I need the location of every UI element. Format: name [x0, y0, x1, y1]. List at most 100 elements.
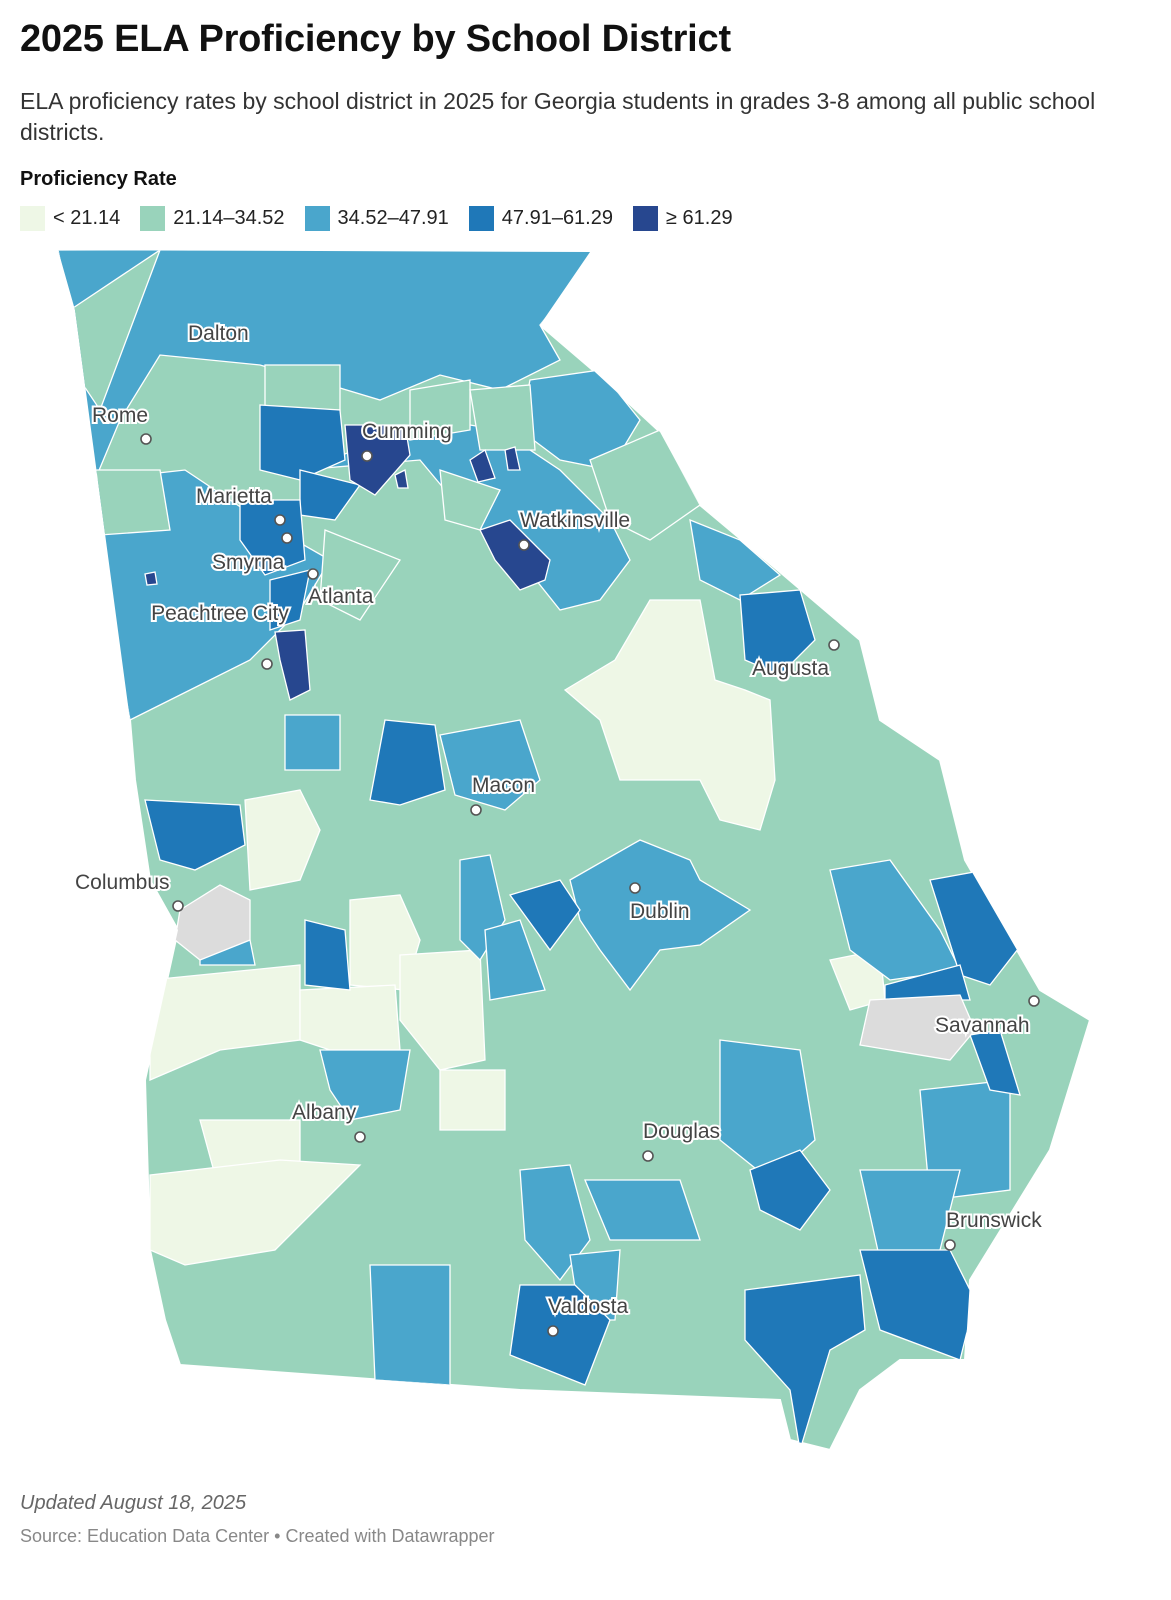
city-marker-douglas: Douglas: [641, 1118, 722, 1162]
city-label: Dalton: [188, 322, 249, 345]
district-region: [969, 1029, 1021, 1096]
legend-title: Proficiency Rate: [20, 168, 177, 190]
georgia-district-map: Dalton Rome Cumming Marietta Watkinsvill…: [56, 248, 1092, 1452]
city-dot: [547, 1325, 559, 1337]
district-region: [563, 599, 776, 831]
city-dot: [642, 1150, 654, 1162]
district-region: [584, 1179, 701, 1241]
legend-item: ≥ 61.29: [633, 206, 733, 231]
city-marker-cumming: Cumming: [360, 418, 454, 462]
legend-swatch: [140, 206, 166, 231]
district-region: [269, 569, 311, 631]
chart-title: 2025 ELA Proficiency by School District: [20, 18, 731, 60]
district-region: [399, 949, 486, 1071]
district-region: [394, 469, 409, 489]
no-data-region: [859, 994, 976, 1061]
district-region: [409, 379, 471, 441]
district-region: [144, 799, 246, 871]
district-region: [744, 1274, 866, 1450]
district-region: [884, 964, 971, 1001]
district-region: [94, 469, 171, 536]
city-marker-watkinsville: Watkinsville: [518, 507, 632, 551]
city-label: Marietta: [196, 485, 272, 508]
district-region: [689, 518, 782, 601]
city-dot: [140, 433, 152, 445]
district-region: [299, 984, 401, 1051]
city-dot: [261, 658, 273, 670]
city-marker-marietta: Marietta: [194, 483, 286, 526]
district-region: [509, 1284, 611, 1386]
district-region: [319, 529, 401, 621]
district-region: [369, 1264, 451, 1386]
city-marker-smyrna: Smyrna: [210, 532, 293, 576]
legend-item: < 21.14: [20, 206, 120, 231]
district-region: [508, 879, 581, 952]
district-region: [469, 448, 496, 483]
city-dot: [172, 900, 184, 912]
city-label: Douglas: [643, 1120, 720, 1143]
legend-label: < 21.14: [53, 207, 121, 229]
legend-label: 47.91–61.29: [501, 207, 613, 229]
district-region: [479, 519, 551, 591]
city-marker-rome: Rome: [90, 402, 152, 445]
district-region: [589, 429, 701, 541]
city-marker-brunswick: Brunswick: [944, 1207, 1044, 1251]
city-marker-columbus: Columbus: [73, 869, 184, 912]
city-label: Augusta: [752, 657, 829, 680]
city-dot: [470, 804, 482, 816]
district-region: [274, 629, 311, 701]
district-region: [144, 571, 158, 586]
city-marker-peachtree-city: Peachtree City: [149, 600, 291, 670]
city-marker-dublin: Dublin: [628, 882, 692, 925]
legend-swatch: [633, 206, 658, 231]
city-label: Smyrna: [212, 551, 285, 574]
city-markers: Dalton Rome Cumming Marietta Watkinsvill…: [73, 320, 1044, 1337]
district-region: [149, 964, 301, 1081]
city-marker-macon: Macon: [470, 772, 537, 816]
city-dot: [281, 532, 293, 544]
city-label: Watkinsville: [520, 509, 630, 532]
city-marker-albany: Albany: [290, 1099, 366, 1143]
district-region: [739, 589, 816, 676]
city-dot: [307, 568, 319, 580]
city-dot: [274, 514, 286, 526]
city-label: Atlanta: [308, 585, 374, 608]
georgia-state-base: [56, 248, 1092, 1452]
city-label: Macon: [472, 774, 535, 797]
district-region: [239, 499, 306, 576]
city-dot: [1028, 995, 1040, 1007]
city-label: Valdosta: [548, 1295, 628, 1318]
district-region: [369, 719, 446, 806]
legend-swatch: [304, 206, 330, 231]
legend-label: 34.52–47.91: [337, 207, 449, 229]
city-dot: [354, 1131, 366, 1143]
district-region: [284, 714, 341, 771]
city-marker-savannah: Savannah: [933, 995, 1040, 1039]
legend-label: ≥ 61.29: [666, 207, 733, 229]
chart-subtitle: ELA proficiency rates by school district…: [20, 88, 1096, 145]
city-label: Peachtree City: [151, 602, 289, 625]
district-region: [484, 919, 546, 1001]
district-region: [149, 1159, 362, 1266]
source-credit: Source: Education Data Center • Created …: [20, 1526, 495, 1546]
district-region: [439, 719, 541, 811]
city-label: Albany: [292, 1101, 357, 1124]
legend-swatch: [20, 206, 45, 231]
district-region: [469, 384, 536, 451]
city-marker-augusta: Augusta: [750, 639, 840, 682]
district-region: [319, 1049, 411, 1121]
city-label: Brunswick: [946, 1209, 1042, 1232]
district-region: [749, 1149, 831, 1231]
city-label: Dublin: [630, 900, 690, 923]
city-label: Cumming: [362, 420, 452, 443]
city-label-line-1: Peachtree City: [151, 602, 289, 625]
city-dot: [629, 882, 641, 894]
updated-date: Updated August 18, 2025: [20, 1492, 247, 1514]
district-region: [264, 364, 341, 411]
city-marker-atlanta: Atlanta: [306, 568, 376, 610]
city-dot: [944, 1239, 956, 1251]
city-marker-valdosta: Valdosta: [546, 1293, 630, 1337]
city-label: Columbus: [75, 871, 170, 894]
district-region: [504, 446, 521, 471]
legend-swatch: [468, 206, 494, 231]
